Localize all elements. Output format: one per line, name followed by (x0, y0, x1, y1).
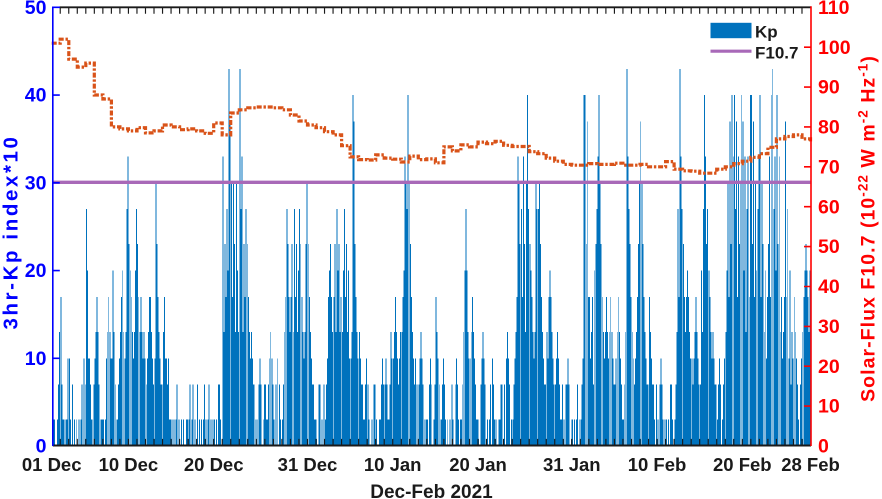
svg-text:20 Jan: 20 Jan (449, 454, 507, 475)
svg-text:31 Dec: 31 Dec (278, 454, 338, 475)
svg-text:80: 80 (818, 117, 840, 139)
svg-text:Dec-Feb 2021: Dec-Feb 2021 (370, 482, 493, 499)
svg-text:50: 50 (818, 236, 840, 258)
svg-text:01 Dec: 01 Dec (22, 454, 82, 475)
svg-text:20: 20 (818, 356, 840, 378)
svg-text:31 Jan: 31 Jan (543, 454, 601, 475)
svg-text:3hr-Kp index*10: 3hr-Kp index*10 (0, 134, 23, 329)
svg-text:28 Feb: 28 Feb (781, 454, 840, 475)
svg-text:10: 10 (25, 348, 47, 370)
svg-text:0: 0 (36, 436, 47, 458)
svg-text:20 Dec: 20 Dec (184, 454, 244, 475)
svg-text:20 Feb: 20 Feb (713, 454, 772, 475)
svg-text:Kp: Kp (755, 23, 778, 42)
svg-text:30: 30 (818, 316, 840, 338)
svg-text:40: 40 (25, 85, 47, 107)
svg-text:10: 10 (818, 396, 840, 418)
svg-text:60: 60 (818, 196, 840, 218)
svg-text:70: 70 (818, 156, 840, 178)
svg-text:10 Dec: 10 Dec (99, 454, 159, 475)
svg-text:100: 100 (818, 37, 851, 59)
svg-text:90: 90 (818, 77, 840, 99)
svg-text:10 Feb: 10 Feb (628, 454, 687, 475)
svg-text:10 Jan: 10 Jan (364, 454, 422, 475)
svg-text:50: 50 (25, 0, 47, 19)
svg-text:30: 30 (25, 172, 47, 194)
svg-text:20: 20 (25, 260, 47, 282)
svg-text:F10.7: F10.7 (755, 43, 798, 62)
svg-text:Solar-Flux F10.7 (10-22 W m-2: Solar-Flux F10.7 (10-22 W m-2 Hz-1) (856, 55, 880, 402)
svg-text:0: 0 (818, 436, 829, 458)
svg-text:40: 40 (818, 276, 840, 298)
svg-text:110: 110 (818, 0, 850, 19)
